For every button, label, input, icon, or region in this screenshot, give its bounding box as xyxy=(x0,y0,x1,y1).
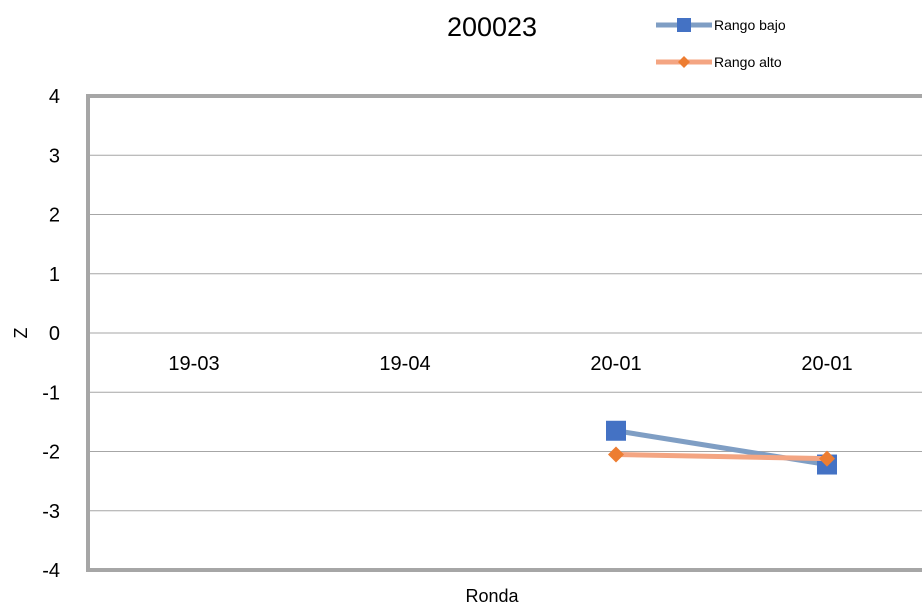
y-tick-label: 1 xyxy=(49,264,60,286)
y-tick-label: 0 xyxy=(49,323,60,345)
series-line-rango-alto xyxy=(615,451,828,462)
legend-label-rango-bajo: Rango bajo xyxy=(714,17,786,33)
legend-item-rango-alto: Rango alto xyxy=(656,54,782,70)
gridlines xyxy=(88,154,922,512)
legend: Rango bajo Rango alto xyxy=(656,17,786,70)
data-point-rango-bajo xyxy=(606,420,626,441)
y-tick-label: -3 xyxy=(42,501,60,523)
y-axis-ticks: 4 3 2 1 0 -1 -2 -3 -4 xyxy=(42,86,60,582)
y-tick-label: 3 xyxy=(49,145,60,167)
y-axis-title: Z xyxy=(11,328,31,339)
x-category-label: 20-01 xyxy=(590,353,641,375)
y-tick-label: -1 xyxy=(42,382,60,404)
y-tick-label: 4 xyxy=(49,86,60,108)
legend-item-rango-bajo: Rango bajo xyxy=(656,17,786,33)
y-tick-label: 2 xyxy=(49,205,60,227)
legend-label-rango-alto: Rango alto xyxy=(714,54,782,70)
y-tick-label: -2 xyxy=(42,442,60,464)
data-point-rango-alto xyxy=(608,446,624,463)
legend-marker-rango-alto xyxy=(678,56,690,68)
x-category-label: 20-01 xyxy=(801,353,852,375)
x-axis-categories: 19-03 19-04 20-01 20-01 xyxy=(168,353,852,375)
x-category-label: 19-03 xyxy=(168,353,219,375)
series-group xyxy=(606,420,837,475)
x-category-label: 19-04 xyxy=(379,353,430,375)
x-axis-title: Ronda xyxy=(465,586,519,606)
data-point-rango-alto xyxy=(819,450,835,467)
y-tick-label: -4 xyxy=(42,560,60,582)
legend-marker-rango-bajo xyxy=(677,18,691,32)
chart-title: 200023 xyxy=(447,12,537,42)
